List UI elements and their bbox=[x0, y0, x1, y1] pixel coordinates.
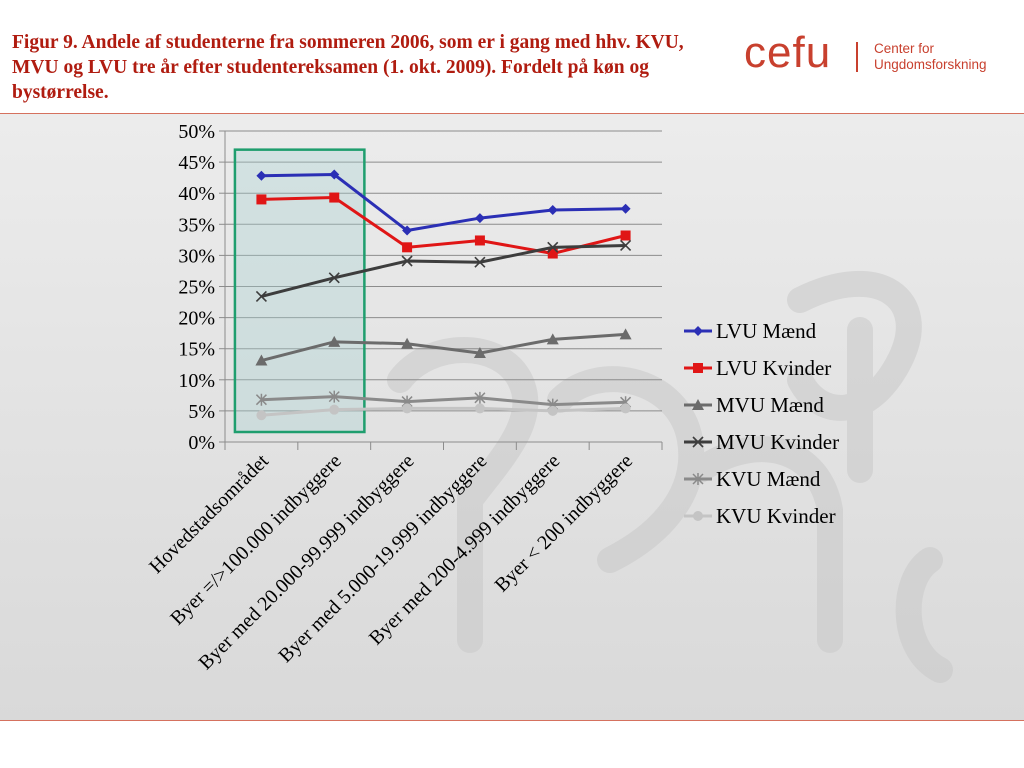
data-point bbox=[547, 204, 558, 215]
series-line bbox=[261, 196, 626, 256]
y-tick-label: 15% bbox=[178, 339, 215, 361]
legend-item: MVU Kvinder bbox=[684, 430, 839, 454]
legend-label: LVU Mænd bbox=[716, 319, 817, 343]
data-point bbox=[256, 170, 267, 181]
y-axis: 0% 5% 10% 15% 20% 25% 30% 35% 40% 45% 50% bbox=[178, 121, 226, 454]
series-lvu-kvinder bbox=[256, 192, 631, 259]
data-point bbox=[255, 393, 267, 406]
legend: LVU Mænd LVU Kvinder MVU Mænd MVU Kvinder KV… bbox=[684, 319, 839, 528]
data-point bbox=[402, 242, 413, 253]
series-kvu-kvinder bbox=[256, 403, 631, 421]
legend-item: MVU Mænd bbox=[684, 393, 824, 417]
data-point bbox=[546, 333, 559, 345]
data-point bbox=[547, 248, 558, 259]
data-point bbox=[401, 337, 414, 349]
y-tick-label: 0% bbox=[188, 432, 215, 454]
logo-divider bbox=[856, 42, 858, 72]
y-tick-label: 45% bbox=[178, 152, 215, 174]
legend-marker bbox=[693, 511, 703, 521]
data-point bbox=[329, 169, 340, 180]
legend-marker bbox=[693, 363, 703, 373]
legend-marker bbox=[692, 473, 704, 485]
legend-item: KVU Mænd bbox=[684, 467, 821, 491]
series-group bbox=[255, 169, 632, 421]
data-point bbox=[474, 213, 485, 224]
logo-subtitle-line1: Center for bbox=[874, 41, 935, 56]
x-tick-label: Hovedstadsområdet bbox=[145, 450, 273, 578]
logo-subtitle-line2: Ungdomsforskning bbox=[874, 57, 987, 72]
data-point bbox=[620, 239, 632, 252]
data-point bbox=[620, 203, 631, 214]
legend-label: MVU Mænd bbox=[716, 393, 824, 417]
legend-marker bbox=[692, 399, 704, 410]
y-tick-label: 30% bbox=[178, 245, 215, 267]
data-point bbox=[474, 235, 485, 246]
data-point bbox=[329, 192, 340, 203]
series-mvu-mænd bbox=[255, 328, 632, 366]
highlight-box bbox=[233, 148, 366, 434]
data-point bbox=[255, 290, 267, 303]
data-point bbox=[474, 256, 486, 268]
legend-item: KVU Kvinder bbox=[684, 504, 836, 528]
logo-subtitle: Center for Ungdomsforskning bbox=[874, 41, 987, 73]
y-tick-label: 35% bbox=[178, 214, 215, 236]
data-point bbox=[402, 403, 413, 414]
figure-title: Figur 9. Andele af studenterne fra somme… bbox=[12, 32, 684, 103]
series-line bbox=[261, 173, 626, 233]
y-tick-label: 25% bbox=[178, 277, 215, 299]
data-point bbox=[547, 241, 559, 253]
legend-marker bbox=[692, 436, 704, 448]
series-lvu-mænd bbox=[256, 169, 631, 236]
data-point bbox=[402, 225, 413, 236]
legend-item: LVU Kvinder bbox=[684, 356, 831, 380]
series-line bbox=[261, 243, 626, 298]
y-tick-label: 20% bbox=[178, 308, 215, 330]
header-divider bbox=[0, 113, 1024, 114]
data-point bbox=[619, 328, 632, 340]
data-point bbox=[328, 272, 340, 284]
data-point bbox=[620, 230, 631, 241]
y-tick-label: 40% bbox=[178, 183, 215, 205]
y-tick-label: 5% bbox=[188, 401, 215, 423]
legend-label: KVU Mænd bbox=[716, 467, 821, 491]
logo-wordmark: cefu bbox=[744, 28, 832, 77]
y-tick-label: 50% bbox=[178, 121, 215, 143]
data-point bbox=[256, 194, 267, 205]
data-point bbox=[401, 255, 413, 267]
data-point bbox=[473, 347, 486, 359]
data-point bbox=[547, 405, 558, 416]
data-point bbox=[328, 335, 341, 347]
highlight-rectangle bbox=[233, 148, 366, 434]
series-line bbox=[261, 406, 626, 417]
legend-item: LVU Mænd bbox=[684, 319, 817, 343]
series-line bbox=[261, 395, 626, 407]
legend-marker bbox=[693, 326, 703, 336]
footer-divider bbox=[0, 720, 1024, 721]
legend-label: MVU Kvinder bbox=[716, 430, 839, 454]
data-point bbox=[620, 403, 631, 414]
cefu-logo: cefu Center for Ungdomsforskning bbox=[740, 28, 1000, 84]
data-point bbox=[255, 354, 268, 366]
series-mvu-kvinder bbox=[255, 239, 632, 303]
data-point bbox=[328, 390, 340, 403]
data-point bbox=[474, 391, 486, 404]
series-line bbox=[261, 332, 626, 362]
legend-label: LVU Kvinder bbox=[716, 356, 831, 380]
legend-label: KVU Kvinder bbox=[716, 504, 836, 528]
data-point bbox=[329, 404, 340, 415]
data-point bbox=[474, 403, 485, 414]
y-tick-label: 10% bbox=[178, 370, 215, 392]
data-point bbox=[256, 410, 267, 421]
watermark-graphic bbox=[387, 270, 953, 683]
x-tick-label: Byer < 200 indbyggere bbox=[491, 450, 638, 597]
